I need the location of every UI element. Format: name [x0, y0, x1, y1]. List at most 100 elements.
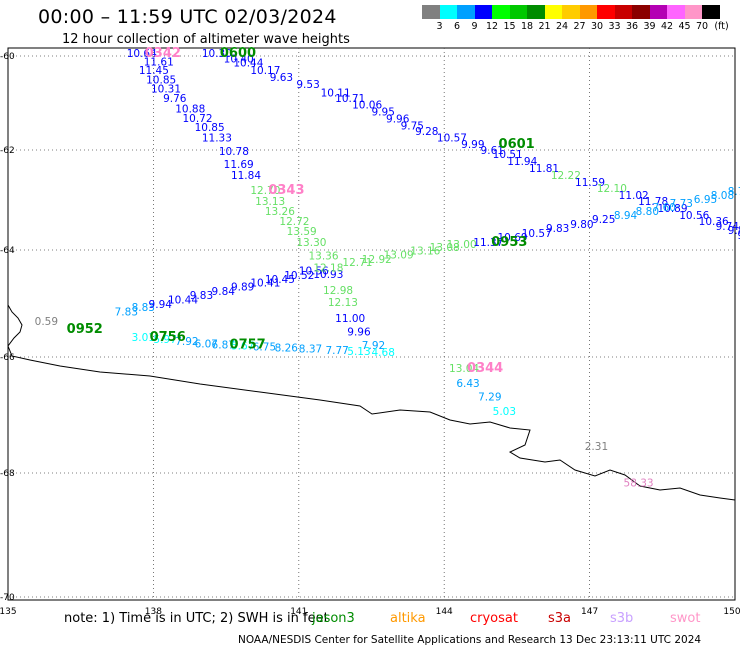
swh-label: 7.73: [670, 198, 693, 210]
swh-label: 7.60: [653, 202, 676, 214]
lon-tick-label: 150: [723, 607, 740, 617]
legend-swatch: [474, 5, 492, 19]
lon-tick-label: 147: [581, 607, 598, 617]
swh-label: 11.69: [224, 159, 254, 171]
swh-label: 12.10: [597, 183, 627, 195]
swh-label: 10.56: [299, 266, 329, 278]
swh-label: 9.81: [728, 225, 740, 237]
swh-label: 10.72: [182, 113, 212, 125]
swh-label: 6.07: [195, 338, 218, 350]
swh-label: 12.72: [279, 216, 309, 228]
lat-tick-label: -66: [0, 353, 15, 363]
swh-label: 11.00: [335, 313, 365, 325]
swh-label: 9.95: [372, 107, 395, 119]
swh-label: 9.74: [716, 221, 740, 233]
legend-swatch: [614, 5, 632, 19]
swh-label: 10.71: [335, 93, 365, 105]
swh-label: 9.99: [461, 139, 484, 151]
swh-label: 5.67: [231, 341, 254, 353]
legend-tick-label: 39: [643, 21, 656, 32]
pass-time-label: 0952: [67, 322, 103, 337]
swh-label: 10.57: [437, 133, 467, 145]
swh-label: 12.98: [323, 285, 353, 297]
legend-swatch: [597, 5, 615, 19]
swh-label: 2.31: [585, 441, 608, 453]
swh-label: 7.77: [325, 345, 348, 357]
swh-label: 5.97: [153, 334, 176, 346]
legend-tick-label: 18: [520, 21, 534, 32]
legend-tick-label: 21: [538, 21, 551, 32]
legend-swatch: [527, 5, 545, 19]
swh-label: 11.61: [144, 56, 174, 68]
credit-line: NOAA/NESDIS Center for Satellite Applica…: [238, 634, 702, 646]
swh-label: 13.09: [384, 250, 414, 262]
lat-tick-label: -68: [0, 469, 15, 479]
swh-label: 13.04: [449, 363, 479, 375]
swh-label: 7.92: [362, 340, 385, 352]
swh-label: 0.59: [35, 316, 58, 328]
swh-label: 10.17: [250, 65, 280, 77]
legend-swatch: [439, 5, 457, 19]
swh-label: 11.81: [529, 163, 559, 175]
swh-label: 13.00: [447, 239, 477, 251]
legend-tick-label: 12: [485, 21, 499, 32]
pass-time-label: 0344: [467, 361, 503, 376]
swh-label: 10.40: [224, 54, 254, 66]
swh-label: 12.22: [551, 170, 581, 182]
swh-label: 9.84: [212, 286, 236, 298]
swh-label: 9.83: [190, 290, 213, 302]
legend-tick-label: 30: [590, 21, 604, 32]
swh-label: 8.83: [132, 302, 155, 314]
lon-tick-label: 135: [0, 607, 17, 617]
legend-tick-label: 24: [555, 21, 569, 32]
swh-label: 11.78: [638, 196, 668, 208]
map-frame: [7, 47, 736, 601]
swh-label: 5.13: [347, 346, 370, 358]
swh-label: 8.37: [299, 344, 322, 356]
legend-tick-label: 15: [503, 21, 516, 32]
swh-label: 9.28: [415, 126, 438, 138]
swh-label: 13.26: [265, 206, 295, 218]
swh-label: 10.41: [250, 277, 280, 289]
satellite-label: altika: [390, 611, 426, 626]
swh-label: 10.56: [679, 210, 709, 222]
swh-label: 12.70: [250, 185, 280, 197]
lat-tick-label: -62: [0, 146, 15, 156]
swh-label: 9.89: [231, 282, 254, 294]
swh-label: 10.45: [265, 274, 295, 286]
swh-label: 10.64: [127, 48, 157, 60]
swh-label: 10.44: [168, 295, 198, 307]
pass-time-label: 0342: [145, 46, 181, 61]
swh-label: 11.33: [202, 133, 232, 145]
swh-label: 11.02: [619, 190, 649, 202]
swh-label: 13.59: [287, 226, 317, 238]
swh-label: 10.88: [175, 103, 205, 115]
lon-tick-label: 141: [290, 607, 307, 617]
swh-label: 7.83: [115, 306, 138, 318]
legend-swatch: [632, 5, 650, 19]
swh-label: 13.13: [255, 196, 285, 208]
swh-label: 10.93: [313, 269, 343, 281]
pass-time-label: 0756: [150, 330, 186, 345]
swh-label: 8.26: [275, 343, 299, 355]
swh-label: 7.92: [175, 336, 198, 348]
swh-label: 10.36: [699, 216, 729, 228]
legend-swatch: [544, 5, 562, 19]
satellite-label: cryosat: [470, 611, 518, 626]
legend-tick-label: 27: [573, 21, 586, 32]
swh-label: 12.13: [328, 297, 358, 309]
swh-label: 8.70: [728, 186, 740, 198]
pass-time-label: 0953: [491, 235, 527, 250]
lat-tick-label: -64: [0, 246, 15, 256]
swh-label: 6.75: [253, 342, 276, 354]
swh-label: 10.69: [498, 232, 528, 244]
swh-label: 10.51: [493, 149, 523, 161]
legend-tick-label: 45: [678, 21, 691, 32]
swh-label: 8.80: [636, 206, 659, 218]
legend-tick-label: 42: [660, 21, 674, 32]
swh-label: 7.29: [478, 392, 501, 404]
legend-swatch: [649, 5, 667, 19]
legend-tick-label: 9: [471, 21, 478, 32]
